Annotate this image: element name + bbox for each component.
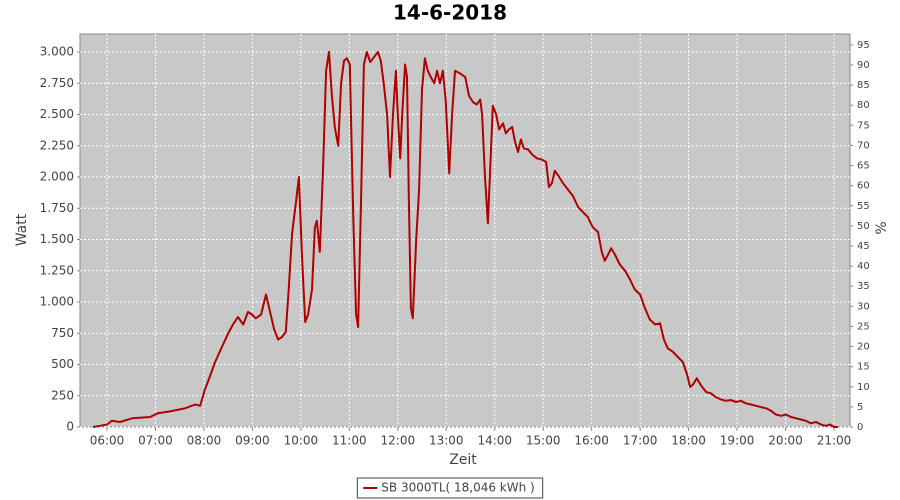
x-tick-label: 08:00 — [187, 434, 222, 448]
y-tick-label: 1.250 — [40, 263, 74, 277]
y2-tick-label: 20 — [857, 342, 870, 353]
y-tick-label: 2.500 — [40, 107, 74, 121]
x-tick-label: 09:00 — [235, 434, 270, 448]
y-tick-label: 1.500 — [40, 232, 74, 246]
y2-tick-label: 60 — [857, 181, 870, 192]
y2-tick-label: 30 — [857, 301, 870, 312]
legend-label: SB 3000TL( 18,046 kWh ) — [381, 481, 534, 495]
x-tick-label: 06:00 — [90, 434, 125, 448]
chart-title: 14-6-2018 — [393, 1, 507, 25]
y-tick-label: 750 — [51, 326, 74, 340]
y2-tick-label: 25 — [857, 321, 870, 332]
y2-tick-label: 80 — [857, 100, 870, 111]
y-tick-label: 2.000 — [40, 170, 74, 184]
y2-tick-label: 15 — [857, 362, 870, 373]
y2-axis-title: % — [874, 221, 890, 234]
y2-tick-label: 75 — [857, 120, 870, 131]
y2-tick-label: 85 — [857, 80, 870, 91]
x-tick-label: 14:00 — [477, 434, 512, 448]
y2-tick-label: 40 — [857, 261, 870, 272]
y2-tick-label: 5 — [857, 402, 863, 413]
y-tick-label: 500 — [51, 357, 74, 371]
x-tick-label: 19:00 — [720, 434, 755, 448]
x-tick-label: 17:00 — [623, 434, 658, 448]
y2-tick-label: 95 — [857, 40, 870, 51]
x-tick-label: 07:00 — [138, 434, 173, 448]
y-tick-label: 1.750 — [40, 201, 74, 215]
y2-tick-label: 35 — [857, 281, 870, 292]
y2-tick-label: 55 — [857, 201, 870, 212]
y-tick-label: 1.000 — [40, 295, 74, 309]
x-tick-label: 21:00 — [817, 434, 852, 448]
legend-box — [356, 477, 544, 499]
y2-tick-label: 45 — [857, 241, 870, 252]
x-tick-label: 11:00 — [332, 434, 367, 448]
y2-tick-label: 0 — [857, 422, 863, 433]
y-tick-label: 3.000 — [40, 45, 74, 59]
y-axis-title: Watt — [14, 213, 30, 246]
x-tick-label: 10:00 — [284, 434, 319, 448]
y2-tick-label: 10 — [857, 382, 870, 393]
y-tick-label: 250 — [51, 388, 74, 402]
x-axis-title: Zeit — [449, 452, 477, 468]
plot-area — [79, 33, 851, 428]
x-tick-label: 20:00 — [768, 434, 803, 448]
x-tick-label: 18:00 — [671, 434, 706, 448]
x-tick-label: 13:00 — [429, 434, 464, 448]
x-tick-label: 12:00 — [381, 434, 416, 448]
y2-tick-label: 90 — [857, 60, 870, 71]
y-tick-label: 2.750 — [40, 76, 74, 90]
y-tick-label: 2.250 — [40, 138, 74, 152]
y2-tick-label: 50 — [857, 221, 870, 232]
y2-tick-label: 65 — [857, 161, 870, 172]
y-tick-label: 0 — [66, 420, 74, 434]
data-line — [92, 51, 838, 428]
x-tick-label: 15:00 — [526, 434, 561, 448]
x-tick-label: 16:00 — [574, 434, 609, 448]
y2-tick-label: 70 — [857, 140, 870, 151]
